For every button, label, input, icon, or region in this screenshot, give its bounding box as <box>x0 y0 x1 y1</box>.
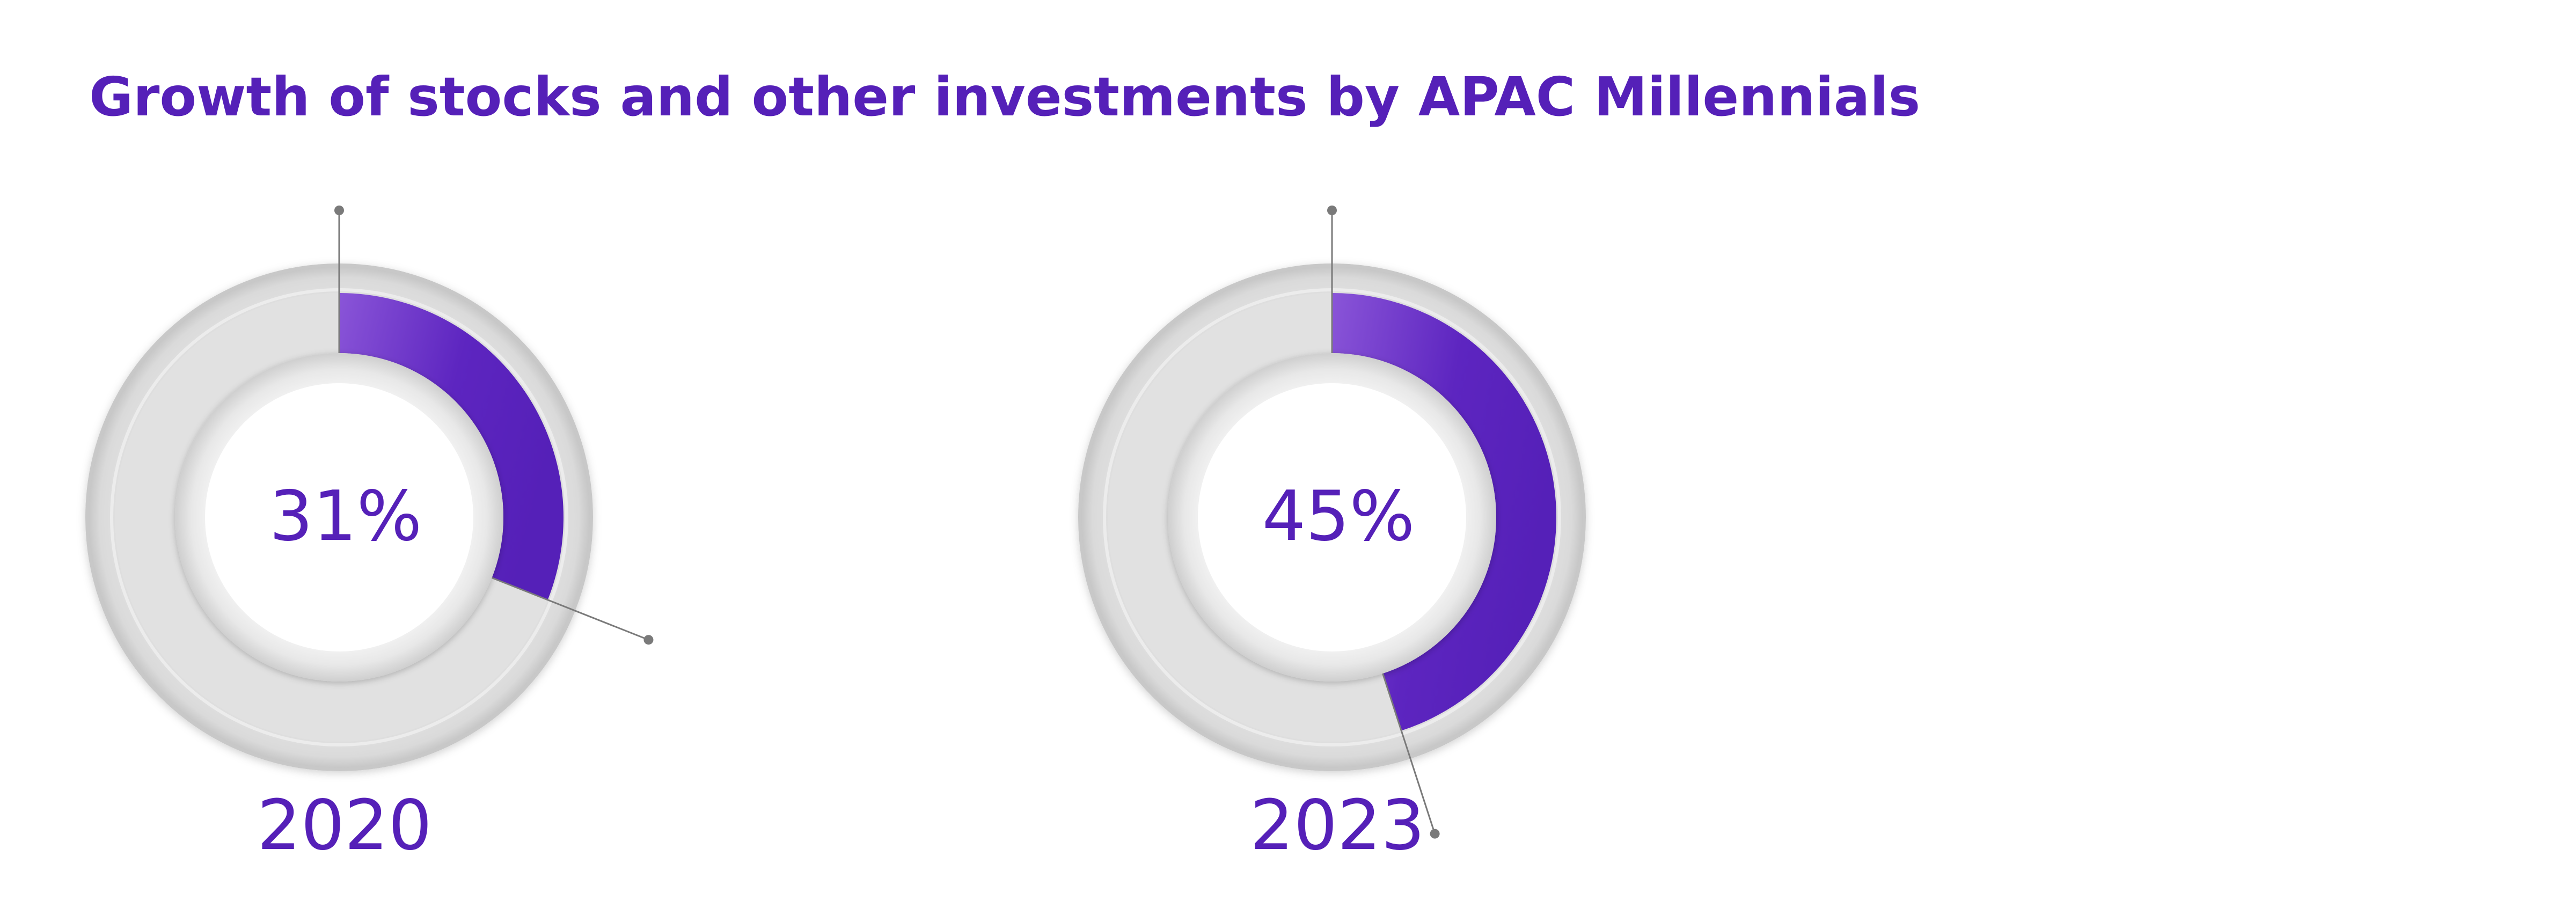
slice-remainder <box>1107 293 1402 742</box>
year-label: 2023 <box>1250 786 1425 866</box>
chart-title: Growth of stocks and other investments b… <box>89 65 1921 128</box>
value-label: 31% <box>269 477 422 556</box>
leader-dot-end <box>1430 829 1440 839</box>
leader-line-end <box>491 577 649 641</box>
leader-dot-start <box>334 206 344 215</box>
donut-center <box>1198 383 1466 651</box>
value-label: 45% <box>1262 477 1415 556</box>
leader-dot-end <box>643 635 654 645</box>
slice-value <box>1332 293 1556 731</box>
slice-value <box>339 293 564 600</box>
year-label: 2020 <box>257 786 432 866</box>
donut-center <box>205 383 473 651</box>
donut-chart-2020: 31% 2020 <box>85 206 654 866</box>
leader-line-end <box>1382 673 1436 834</box>
leader-dot-start <box>1327 206 1337 215</box>
donut-chart-2023: 45% 2023 <box>1078 206 1586 866</box>
